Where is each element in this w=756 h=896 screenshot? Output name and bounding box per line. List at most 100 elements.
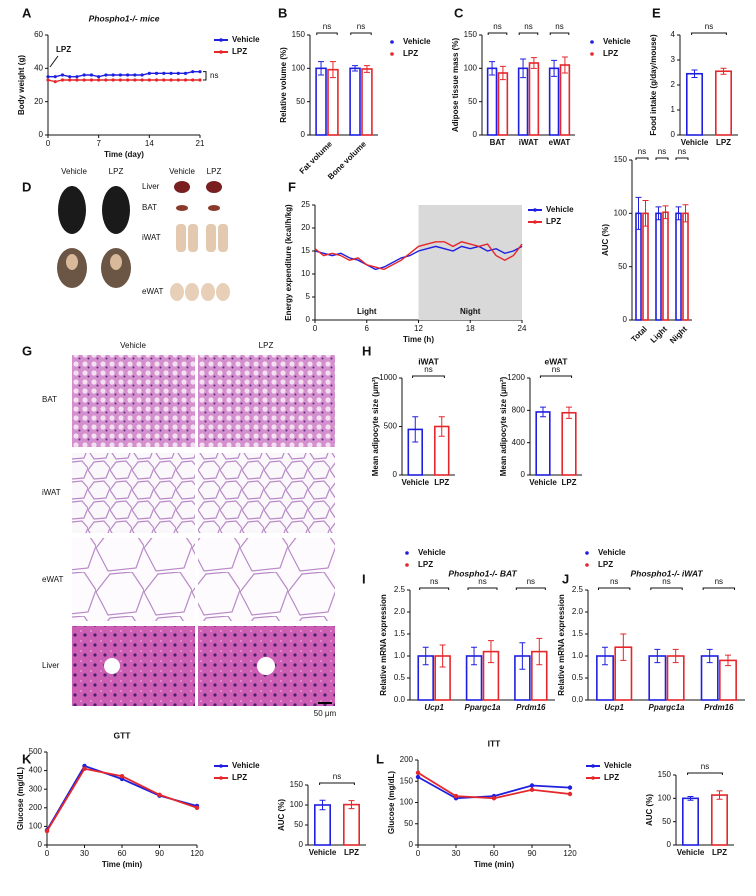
legend-label: LPZ [604,773,619,782]
chart-title: Phospho1-/- iWAT [630,568,703,578]
legend-marker [585,563,589,567]
point [82,73,86,77]
legend-marker [219,38,223,42]
point [89,78,94,82]
bar [719,659,737,701]
column-label: LPZ [207,167,222,176]
x-tick-label: Ucp1 [604,703,624,712]
point [140,73,144,77]
bar [682,212,689,321]
error-bar [519,642,526,670]
error-bar [499,65,506,81]
significance-bracket [316,32,338,35]
bar [559,64,571,136]
y-tick-label: 0 [306,315,311,324]
y-tick-label: 0.5 [394,673,406,682]
error-bar [691,69,698,78]
x-tick-label: Prdm16 [704,703,734,712]
bar [497,72,509,136]
y-tick-label: 50 [618,262,627,271]
error-bar [551,59,558,77]
significance-label: ns [678,147,686,156]
significance-bracket [655,157,669,160]
bar [361,68,373,136]
error-bar [422,646,429,666]
histology [72,355,335,706]
y-tick-label: 2.5 [572,585,584,594]
legend-marker [533,208,537,212]
y-tick-label: 2 [671,80,676,89]
bar [349,67,361,136]
y-tick-label: 200 [29,803,43,812]
significance-bracket [350,32,372,35]
bar [655,212,662,321]
y-tick-label: 10 [301,269,310,278]
row-label: eWAT [142,287,163,296]
error-bar [489,61,496,76]
significance-bracket [549,32,570,35]
legend-label: Vehicle [418,548,446,557]
error-bar [642,200,649,227]
panel-letter: G [22,343,32,358]
x-tick-label: 30 [452,849,461,858]
significance-bracket [467,587,498,590]
y-tick-label: 50 [294,820,303,829]
point [415,774,421,780]
point [44,828,50,834]
row-label: Liver [42,661,60,670]
column-label: Vehicle [61,167,87,176]
significance-bracket [702,587,736,590]
point [133,78,137,82]
x-tick-label: 21 [196,139,205,148]
point [82,78,86,82]
point [60,73,65,77]
legend-label: Vehicle [232,761,260,770]
x-tick-label: 120 [190,849,204,858]
significance-bracket [412,375,445,378]
series-line [47,79,200,83]
legend-label: LPZ [418,560,433,569]
panel-letter: E [652,5,661,20]
y-tick-label: 100 [290,800,304,809]
region-label: Light [357,307,377,316]
legend-label: Vehicle [603,37,631,46]
row-label: iWAT [142,233,161,242]
point [491,796,497,801]
panel-letter: B [278,5,287,20]
x-tick-label: 90 [528,849,537,858]
point [415,770,421,775]
error-bar [716,790,723,800]
x-axis-label: Time (min) [474,860,515,869]
point [111,73,115,77]
point [118,78,122,82]
bar [517,67,529,136]
point [191,78,195,82]
error-bar [706,648,713,664]
bracket [203,71,207,81]
x-tick-label: 0 [313,324,318,333]
error-bar [654,648,661,664]
legend-label: LPZ [232,47,247,56]
y-tick-label: 0.0 [394,695,406,704]
bar [528,62,540,136]
significance-label: ns [323,22,331,31]
point [183,71,188,75]
y-axis-label: AUC (%) [277,799,286,831]
point [53,80,57,84]
y-tick-label: 1200 [507,373,525,382]
error-bar [363,65,370,73]
error-bar [655,206,662,221]
point [567,791,573,797]
y-axis-label: Relative mRNA expression [379,594,388,696]
chart-title: Phospho1-/- mice [89,13,160,23]
y-tick-label: 0 [299,840,304,849]
bar [561,411,577,476]
point [68,75,72,79]
y-tick-label: 150 [400,776,414,785]
x-tick-label: 90 [155,849,164,858]
y-tick-label: 50 [404,819,413,828]
legend-marker [405,563,409,567]
x-tick-label: 14 [145,139,154,148]
legend-label: LPZ [598,560,613,569]
error-bar [329,61,336,79]
